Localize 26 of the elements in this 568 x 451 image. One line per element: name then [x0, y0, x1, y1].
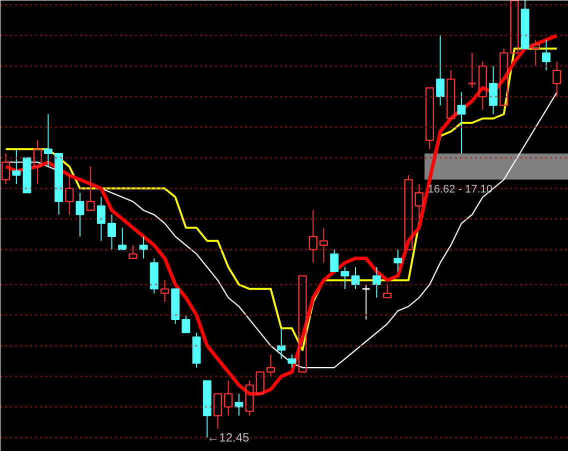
candlestick	[96, 196, 106, 242]
candlestick	[489, 66, 498, 115]
candlestick	[65, 174, 74, 216]
candlestick	[192, 332, 201, 368]
candlestick	[394, 249, 402, 272]
candlestick	[478, 61, 487, 110]
candlestick	[414, 184, 424, 220]
candlestick	[277, 328, 286, 360]
candlestick	[436, 34, 444, 106]
candlestick	[372, 266, 381, 298]
annotation: ←12.45	[207, 430, 250, 445]
candlestick	[44, 114, 52, 168]
candlestick	[12, 148, 21, 185]
candlestick	[457, 92, 466, 154]
candlestick	[160, 280, 170, 303]
candlestick	[108, 214, 116, 250]
candlestick	[224, 380, 233, 416]
candlestick	[319, 227, 328, 264]
candlestick	[288, 354, 296, 368]
candlestick	[552, 61, 562, 98]
candlestick	[234, 393, 244, 416]
candlestick	[340, 266, 350, 290]
candlestick	[76, 192, 84, 237]
candlestick	[33, 140, 42, 185]
candlestick	[308, 210, 318, 264]
candlestick	[139, 236, 148, 259]
